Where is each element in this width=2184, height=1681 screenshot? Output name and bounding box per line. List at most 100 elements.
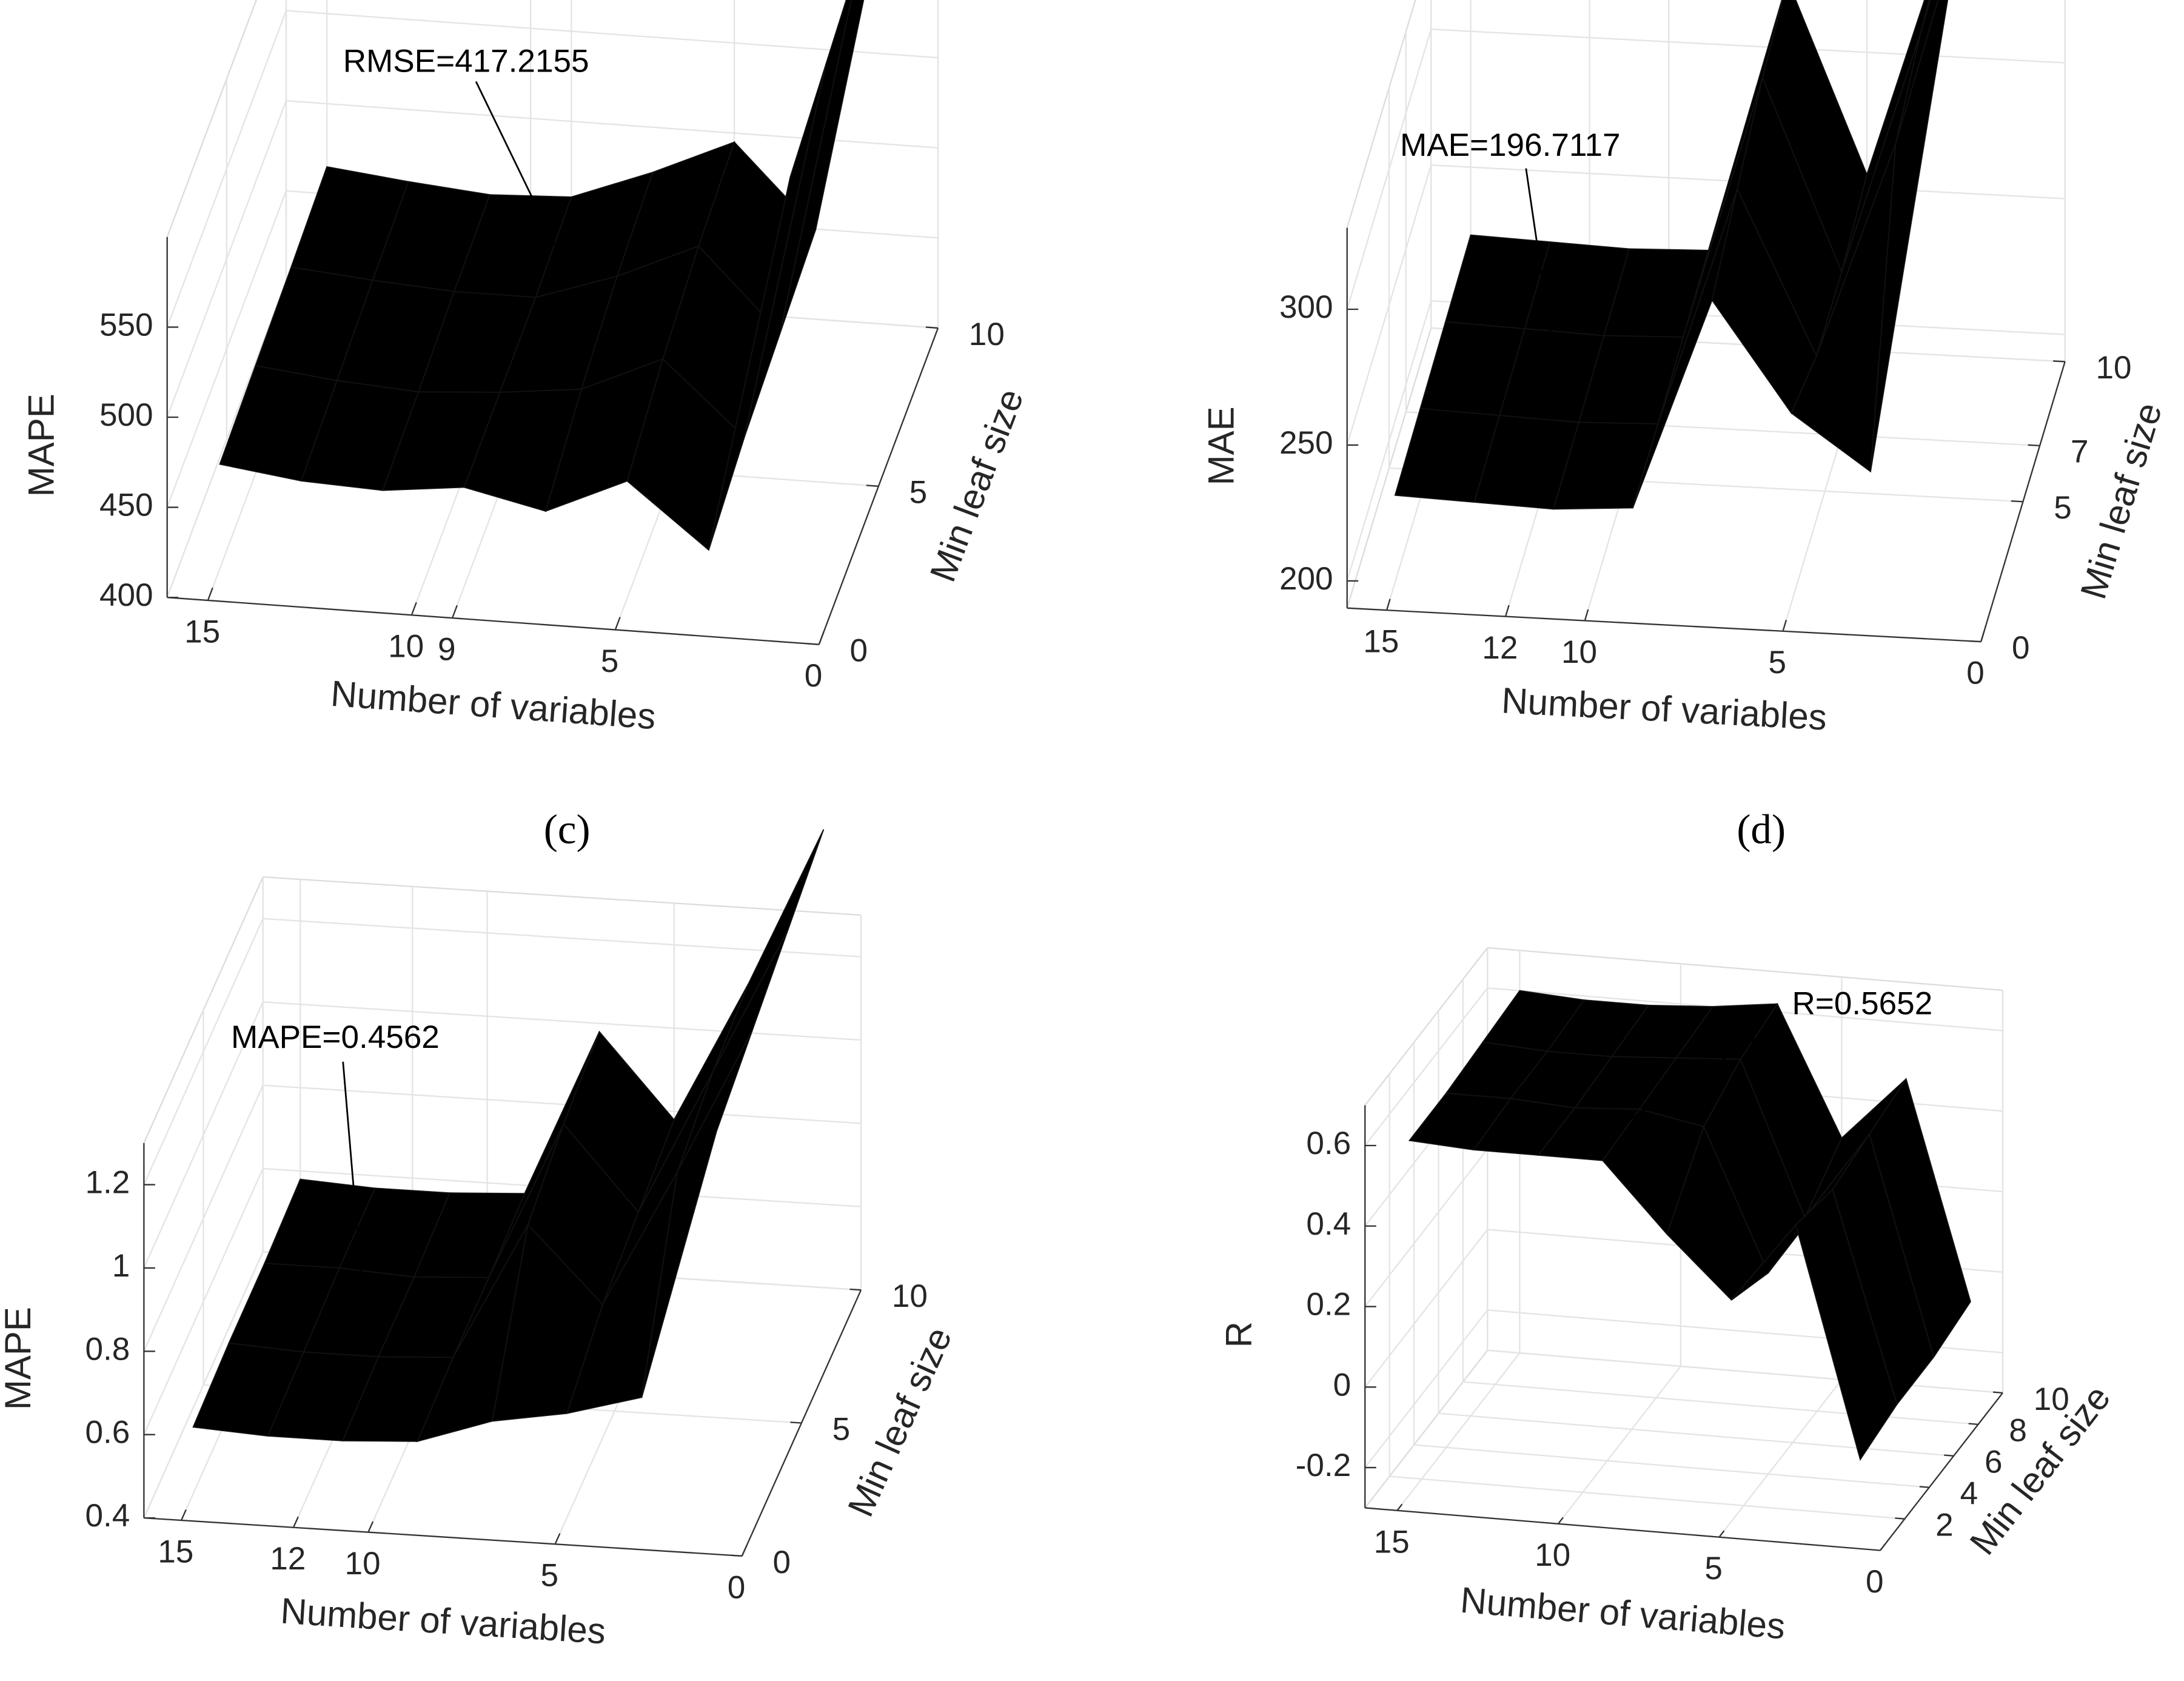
grid-line: [263, 918, 862, 958]
surface-face: [677, 930, 789, 1172]
x-tick: [1396, 1503, 1403, 1511]
grid-line: [1718, 1379, 1843, 1538]
box-edge: [1364, 947, 1489, 1106]
annotation: MAPE=0.4562: [231, 1019, 440, 1055]
surface-face: [641, 1030, 753, 1398]
y-tick-label: 10: [969, 317, 1005, 352]
z-tick-label: 0.4: [1306, 1206, 1351, 1242]
arrow-head: [359, 1325, 371, 1345]
grid-line: [1364, 1309, 1489, 1468]
x-tick: [1385, 599, 1391, 611]
annotation: RMSE=417.2155: [343, 44, 589, 79]
z-tick-label: 300: [1279, 289, 1333, 325]
y-axis-label: Min leaf size: [840, 1321, 959, 1523]
x-tick: [1504, 605, 1510, 617]
y-axis: [1880, 1392, 2003, 1551]
y-tick: [1992, 1391, 2003, 1394]
x-tick-label: 10: [1535, 1537, 1570, 1573]
y-tick: [1919, 1486, 1929, 1488]
z-tick-label: 0.6: [85, 1415, 130, 1451]
x-tick: [1718, 1530, 1725, 1538]
z-tick-label: -0.2: [1296, 1448, 1352, 1483]
x-tick-label: 15: [1374, 1524, 1410, 1560]
z-axis-label: MAPE: [0, 1307, 38, 1410]
z-tick-label: 500: [99, 397, 153, 433]
y-tick-label: 4: [1960, 1476, 1978, 1512]
box-edge: [1364, 1349, 1489, 1509]
y-tick: [849, 1288, 862, 1291]
x-tick: [1584, 609, 1589, 621]
x-tick-label: 5: [601, 643, 619, 679]
z-tick-label: 1: [112, 1248, 130, 1284]
z-axis-label: MAE: [1201, 406, 1241, 485]
grid-line: [1557, 1366, 1681, 1525]
x-tick: [614, 617, 621, 630]
y-axis: [741, 1289, 862, 1557]
grid-line: [1364, 1229, 1489, 1388]
z-tick-label: 0: [1333, 1367, 1352, 1403]
x-tick-label: 10: [1561, 634, 1597, 670]
arrow-head: [1552, 387, 1564, 407]
x-tick: [1557, 1517, 1564, 1525]
x-axis-label: Number of variables: [329, 673, 657, 737]
x-tick: [180, 1509, 187, 1521]
grid-line: [1487, 1349, 2003, 1394]
grid-line: [1389, 1475, 1905, 1520]
grid-line: [286, 10, 939, 59]
grid-line: [263, 1084, 862, 1124]
x-axis-label: Number of variables: [1501, 680, 1828, 737]
x-tick: [207, 587, 213, 601]
x-tick-label: 5: [1768, 645, 1786, 680]
x-tick-label: 15: [158, 1534, 193, 1569]
x-axis: [167, 597, 819, 645]
surface-face: [708, 64, 826, 551]
grid-line: [1396, 1352, 1521, 1511]
box-edge: [1487, 947, 2003, 991]
y-tick-label: 10: [2034, 1381, 2069, 1417]
grid-line: [1364, 987, 1489, 1146]
x-tick-label: 5: [1704, 1551, 1723, 1586]
x-tick: [1782, 620, 1787, 632]
grid-line: [1431, 29, 2065, 64]
x-tick-label: 0: [805, 658, 823, 694]
y-tick: [2011, 500, 2023, 503]
y-tick-label: 0: [773, 1545, 791, 1580]
x-tick: [367, 1521, 374, 1533]
x-tick: [554, 1533, 561, 1545]
y-tick-label: 2: [1935, 1508, 1954, 1543]
x-tick-label: 0: [728, 1569, 746, 1605]
surface-face: [1870, 0, 1949, 472]
z-tick-label: 0.6: [1306, 1126, 1351, 1161]
x-tick-label: 12: [270, 1541, 306, 1577]
y-tick-label: 5: [2054, 490, 2072, 526]
z-axis-label: R: [1219, 1321, 1259, 1347]
box-edge: [263, 876, 862, 916]
x-tick-label: 10: [388, 629, 424, 665]
z-axis-label: MAPE: [21, 394, 61, 497]
z-tick-label: 0.2: [1306, 1287, 1351, 1323]
x-tick-label: 5: [541, 1558, 559, 1594]
annotation-arrow: [475, 81, 568, 270]
y-tick-label: 0: [850, 633, 868, 669]
x-tick: [451, 605, 458, 619]
y-tick: [866, 485, 879, 487]
x-tick-label: 0: [1866, 1564, 1884, 1600]
x-tick-label: 10: [344, 1546, 380, 1582]
y-tick: [790, 1421, 802, 1424]
x-tick: [410, 602, 417, 616]
x-axis: [1365, 1507, 1881, 1551]
grid-line: [263, 1001, 862, 1041]
x-tick-label: 9: [438, 632, 456, 668]
y-tick-label: 0: [2012, 630, 2030, 666]
annotation: R=0.5652: [1792, 985, 1932, 1021]
x-tick-label: 15: [184, 614, 220, 649]
z-tick-label: 450: [99, 488, 153, 523]
x-tick-label: 15: [1363, 624, 1399, 660]
y-axis: [1980, 361, 2066, 642]
y-tick-label: 10: [892, 1278, 928, 1314]
annotation-arrow: [342, 1061, 368, 1345]
y-tick-label: 10: [2096, 350, 2132, 386]
z-tick-label: 1.2: [85, 1165, 130, 1201]
